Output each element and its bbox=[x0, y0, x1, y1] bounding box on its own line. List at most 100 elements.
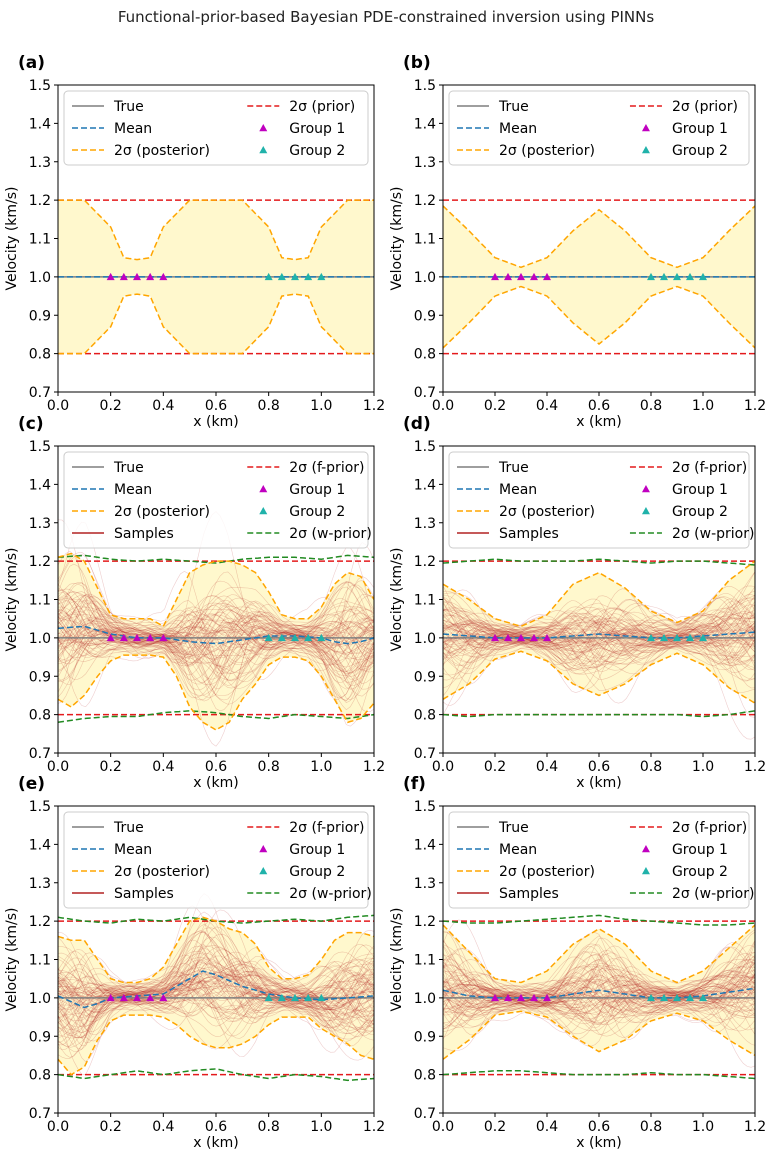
y-tick-label: 1.4 bbox=[29, 477, 51, 493]
group2-marker bbox=[277, 993, 286, 1002]
y-tick-label: 1.0 bbox=[414, 631, 436, 647]
sample-line bbox=[443, 600, 755, 649]
posterior-lower-line bbox=[443, 650, 755, 704]
y-tick-label: 0.8 bbox=[29, 347, 51, 363]
sample-line bbox=[58, 582, 374, 653]
sample-line bbox=[58, 599, 374, 681]
sample-line bbox=[58, 596, 374, 708]
sample-line bbox=[58, 605, 374, 657]
group2-marker bbox=[673, 272, 681, 281]
sample-line bbox=[443, 935, 755, 1027]
sample-line bbox=[58, 961, 374, 1036]
legend-label-group1: Group 1 bbox=[289, 121, 345, 137]
sample-line bbox=[58, 949, 374, 1044]
group1-marker bbox=[146, 272, 155, 281]
sample-line bbox=[58, 605, 374, 655]
plot-area bbox=[58, 893, 374, 1082]
sample-line bbox=[443, 940, 755, 1034]
panel-label: (a) bbox=[18, 53, 45, 73]
group2-marker bbox=[264, 633, 273, 642]
y-axis-label: Velocity (km/s) bbox=[4, 547, 20, 651]
group2-marker bbox=[304, 633, 313, 642]
group1-marker bbox=[119, 633, 128, 642]
group2-marker bbox=[647, 993, 655, 1002]
sample-line bbox=[58, 620, 374, 675]
sample-line bbox=[58, 551, 374, 689]
y-tick-label: 0.7 bbox=[414, 385, 436, 401]
legend-label-mean: Mean bbox=[499, 121, 537, 137]
sample-line bbox=[58, 955, 374, 1018]
sample-line bbox=[443, 945, 755, 1040]
group1-marker bbox=[491, 993, 499, 1002]
y-tick-label: 1.1 bbox=[29, 593, 51, 609]
y-axis-label: Velocity (km/s) bbox=[389, 547, 405, 651]
sample-line bbox=[58, 945, 374, 1032]
sample-line bbox=[58, 973, 374, 1015]
group1-marker bbox=[106, 993, 115, 1002]
x-tick-label: 0.4 bbox=[536, 759, 558, 775]
sample-line bbox=[443, 946, 755, 1022]
sample-line bbox=[58, 608, 374, 658]
group1-marker bbox=[530, 633, 538, 642]
sample-line bbox=[443, 978, 755, 1035]
sample-line bbox=[58, 962, 374, 1042]
posterior-band bbox=[443, 561, 755, 704]
group2-marker bbox=[686, 993, 694, 1002]
sample-line bbox=[443, 623, 755, 666]
legend-marker bbox=[259, 485, 268, 493]
sample-line bbox=[443, 975, 755, 1029]
sample-line bbox=[443, 961, 755, 1025]
sample-line bbox=[58, 971, 374, 1014]
sample-line bbox=[58, 521, 374, 674]
legend-marker bbox=[641, 124, 650, 132]
sample-line bbox=[58, 965, 374, 1075]
plot-area bbox=[58, 199, 374, 355]
group1-marker bbox=[106, 633, 115, 642]
sample-line bbox=[443, 975, 755, 1018]
group1-marker bbox=[530, 272, 538, 281]
panel-e: 0.0 0.2 0.4 0.6 0.8 1.0 1.2 0.7 0.8 0.9 1.0 1.1 1.2 1… bbox=[4, 774, 385, 1151]
group1-marker bbox=[491, 272, 499, 281]
group2-marker bbox=[291, 993, 299, 1002]
sample-line bbox=[443, 590, 755, 650]
group1-marker bbox=[543, 633, 551, 642]
y-axis-label: Velocity (km/s) bbox=[4, 907, 20, 1011]
sample-line bbox=[443, 614, 755, 663]
y-tick-label: 1.4 bbox=[29, 116, 51, 132]
legend-label-true: True bbox=[498, 820, 529, 836]
y-tick-label: 1.2 bbox=[29, 193, 51, 209]
sample-line bbox=[443, 952, 755, 1016]
group1-marker bbox=[119, 993, 128, 1002]
y-tick-label: 1.4 bbox=[414, 477, 436, 493]
sample-line bbox=[443, 966, 755, 1015]
sample-line bbox=[443, 979, 755, 1018]
sample-line bbox=[58, 554, 374, 681]
w-prior-lower-line bbox=[443, 1070, 755, 1080]
sample-line bbox=[58, 620, 374, 673]
y-axis-label: Velocity (km/s) bbox=[389, 186, 405, 290]
x-tick-label: 0.0 bbox=[47, 1119, 69, 1135]
x-axis-label: x (km) bbox=[193, 414, 238, 430]
y-tick-label: 1.3 bbox=[414, 155, 436, 171]
sample-line bbox=[58, 978, 374, 1058]
y-tick-label: 1.1 bbox=[414, 232, 436, 248]
sample-line bbox=[58, 600, 374, 689]
sample-line bbox=[58, 586, 374, 659]
x-axis-label: x (km) bbox=[193, 1135, 238, 1151]
x-tick-label: 0.6 bbox=[588, 1119, 610, 1135]
legend-label-group1: Group 1 bbox=[672, 842, 728, 858]
legend-label-group2: Group 2 bbox=[289, 864, 345, 880]
sample-line bbox=[443, 952, 755, 1015]
sample-line bbox=[58, 931, 374, 1014]
group2-marker bbox=[291, 272, 299, 281]
legend: True Mean 2σ (posterior) Samples 2σ (f-prior… bbox=[448, 451, 754, 549]
group2-marker bbox=[699, 993, 707, 1002]
panel-label: (d) bbox=[403, 414, 431, 434]
sample-line bbox=[443, 965, 755, 1068]
x-tick-label: 1.2 bbox=[744, 759, 766, 775]
y-tick-label: 1.1 bbox=[29, 232, 51, 248]
legend-label-f-prior: 2σ (f-prior) bbox=[672, 820, 747, 836]
sample-line bbox=[58, 598, 374, 657]
x-tick-label: 0.6 bbox=[588, 759, 610, 775]
sample-line bbox=[443, 958, 755, 1014]
